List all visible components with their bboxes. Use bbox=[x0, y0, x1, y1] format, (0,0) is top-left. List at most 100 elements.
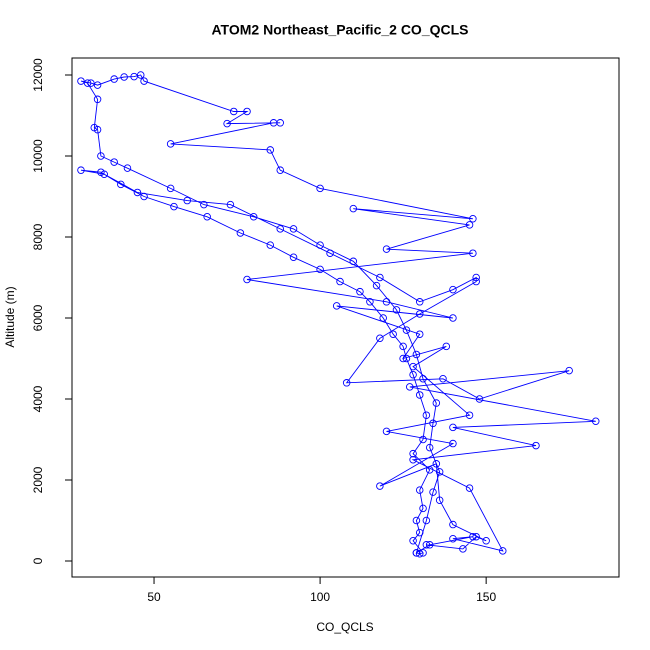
data-point bbox=[412, 350, 421, 359]
data-point bbox=[465, 221, 474, 229]
data-point bbox=[349, 257, 358, 266]
data-point bbox=[399, 342, 407, 351]
data-point bbox=[449, 423, 457, 432]
data-point bbox=[266, 241, 275, 249]
data-point bbox=[332, 302, 341, 310]
data-point bbox=[425, 541, 434, 549]
data-point bbox=[415, 310, 424, 318]
data-point bbox=[409, 449, 417, 458]
data-point bbox=[419, 435, 427, 444]
data-point bbox=[409, 362, 417, 371]
data-point bbox=[419, 375, 427, 383]
data-point bbox=[399, 354, 407, 363]
data-point bbox=[93, 95, 102, 104]
data-point bbox=[475, 395, 484, 403]
data-point bbox=[482, 537, 490, 545]
data-point bbox=[136, 71, 145, 79]
data-point bbox=[276, 225, 284, 233]
y-tick-label: 8000 bbox=[31, 223, 45, 250]
data-point bbox=[249, 213, 258, 221]
data-point bbox=[425, 466, 434, 474]
x-tick-label: 100 bbox=[310, 590, 330, 604]
data-point bbox=[336, 277, 344, 286]
data-point bbox=[117, 180, 125, 189]
data-point bbox=[376, 334, 384, 343]
data-point bbox=[465, 484, 474, 492]
data-point bbox=[349, 204, 358, 213]
data-point bbox=[409, 370, 417, 379]
data-point bbox=[449, 534, 457, 543]
data-point bbox=[422, 541, 431, 549]
data-point bbox=[389, 330, 397, 338]
data-point bbox=[382, 298, 391, 306]
data-point bbox=[532, 441, 540, 450]
data-point bbox=[269, 119, 278, 127]
data-point bbox=[77, 77, 85, 85]
data-point bbox=[326, 249, 334, 257]
data-point bbox=[565, 366, 573, 375]
data-point bbox=[243, 107, 251, 116]
data-point bbox=[140, 192, 148, 201]
data-point bbox=[140, 77, 148, 85]
data-point bbox=[223, 119, 231, 128]
data-point bbox=[415, 298, 424, 306]
data-point bbox=[472, 277, 480, 286]
data-point bbox=[592, 417, 600, 426]
data-point bbox=[415, 391, 424, 399]
data-point bbox=[499, 547, 507, 555]
data-point bbox=[382, 427, 391, 436]
data-point bbox=[110, 158, 118, 166]
data-point bbox=[93, 81, 102, 89]
data-point bbox=[465, 411, 474, 419]
data-point bbox=[183, 196, 191, 205]
data-point bbox=[412, 516, 421, 525]
data-point bbox=[366, 298, 374, 306]
data-line bbox=[80, 74, 596, 555]
x-tick-label: 50 bbox=[147, 590, 161, 604]
data-point bbox=[469, 532, 477, 541]
data-point bbox=[412, 549, 421, 557]
data-point bbox=[415, 528, 424, 537]
data-point bbox=[133, 188, 142, 197]
data-point bbox=[200, 200, 208, 209]
data-point bbox=[229, 107, 238, 116]
y-tick-label: 6000 bbox=[31, 304, 45, 331]
y-axis-label: Altitude (m) bbox=[3, 286, 17, 347]
data-point bbox=[83, 79, 92, 87]
data-point bbox=[449, 314, 457, 322]
data-point bbox=[97, 152, 105, 160]
data-point bbox=[425, 443, 434, 452]
data-point bbox=[449, 520, 457, 529]
y-tick-label: 0 bbox=[31, 557, 45, 564]
data-point bbox=[342, 379, 351, 387]
data-point bbox=[435, 496, 444, 505]
data-point bbox=[120, 73, 128, 81]
data-point bbox=[382, 245, 391, 253]
data-point bbox=[472, 273, 480, 282]
data-point bbox=[376, 273, 384, 282]
data-point bbox=[419, 504, 427, 513]
data-point bbox=[289, 225, 298, 233]
data-point bbox=[289, 253, 298, 262]
data-point bbox=[226, 200, 235, 209]
data-point bbox=[170, 202, 178, 211]
data-point bbox=[123, 164, 132, 172]
x-axis-label: CO_QCLS bbox=[316, 620, 373, 634]
data-point bbox=[415, 486, 424, 494]
data-point bbox=[415, 549, 424, 558]
data-point bbox=[236, 229, 245, 237]
data-point bbox=[409, 456, 417, 464]
data-point bbox=[266, 146, 275, 154]
data-point bbox=[449, 285, 457, 294]
x-tick-label: 150 bbox=[476, 590, 496, 604]
data-point bbox=[422, 516, 431, 525]
plot-box bbox=[71, 57, 620, 578]
data-point bbox=[469, 215, 477, 223]
data-point bbox=[442, 342, 451, 351]
data-point bbox=[356, 287, 364, 296]
data-point bbox=[432, 460, 441, 468]
y-tick-label: 10000 bbox=[31, 139, 45, 173]
data-point bbox=[166, 140, 175, 148]
y-tick-label: 4000 bbox=[31, 385, 45, 412]
